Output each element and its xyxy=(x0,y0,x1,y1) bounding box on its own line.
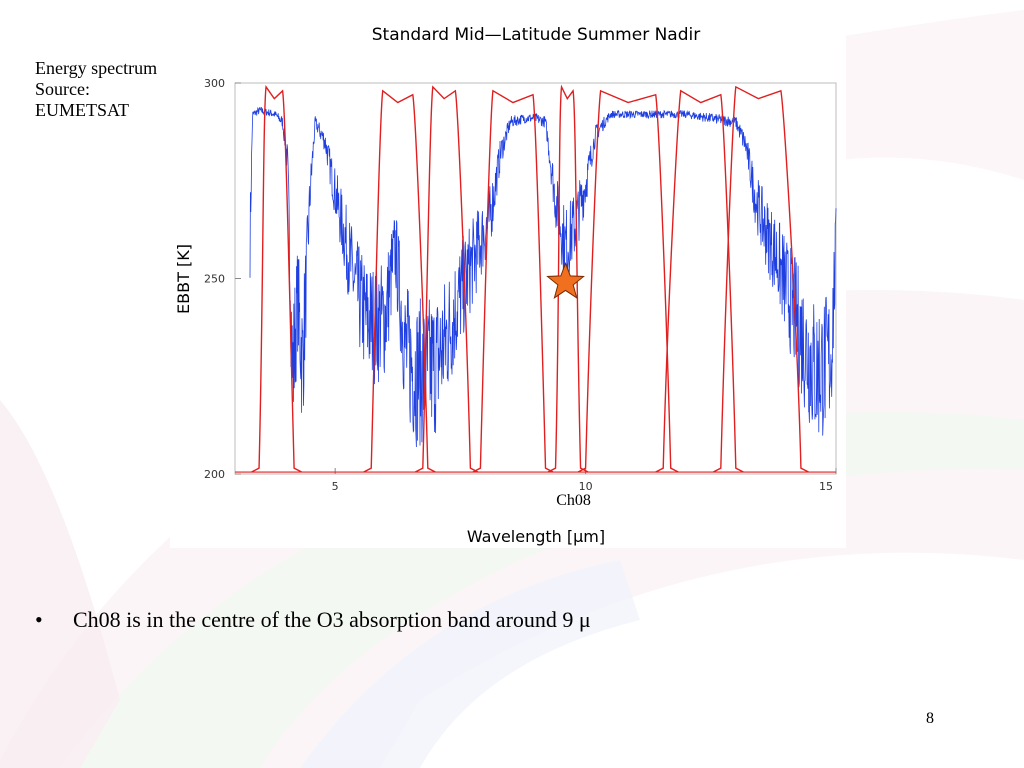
ch08-label: Ch08 xyxy=(556,492,591,509)
filter-band-curve xyxy=(472,89,554,473)
filter-band-curve xyxy=(547,84,589,473)
filter-band-curve xyxy=(363,89,436,473)
page-number: 8 xyxy=(926,710,934,727)
bullet-point: • Ch08 is in the centre of the O3 absorpt… xyxy=(35,607,591,633)
x-tick-label: 5 xyxy=(332,480,339,493)
filter-band-curve xyxy=(414,85,479,473)
y-tick-label: 250 xyxy=(204,273,225,286)
filter-response-curves xyxy=(235,84,836,473)
y-tick-label: 200 xyxy=(204,468,225,481)
y-axis-title: EBBT [K] xyxy=(174,244,193,314)
ch08-marker: Ch08 xyxy=(546,261,591,509)
bullet-symbol: • xyxy=(35,607,43,632)
chart-title: Standard Mid—Latitude Summer Nadir xyxy=(372,25,700,45)
spectrum-line xyxy=(249,106,837,448)
filter-band-curve xyxy=(577,89,679,473)
y-tick-label: 300 xyxy=(204,77,225,90)
x-tick-label: 15 xyxy=(819,480,833,493)
ch08-star-marker xyxy=(546,261,585,299)
axis-ticks: 5 10 15 200 250 300 xyxy=(204,77,837,493)
x-tick-label: 10 xyxy=(579,480,593,493)
filter-band-curve xyxy=(655,89,744,473)
filter-band-curve xyxy=(712,85,809,473)
filter-band-curve xyxy=(251,85,302,473)
source-note: Energy spectrum Source: EUMETSAT xyxy=(35,58,158,120)
spectrum-series xyxy=(249,106,837,448)
bullet-text: Ch08 is in the centre of the O3 absorpti… xyxy=(73,607,591,632)
x-axis-title: Wavelength [μm] xyxy=(467,527,605,546)
